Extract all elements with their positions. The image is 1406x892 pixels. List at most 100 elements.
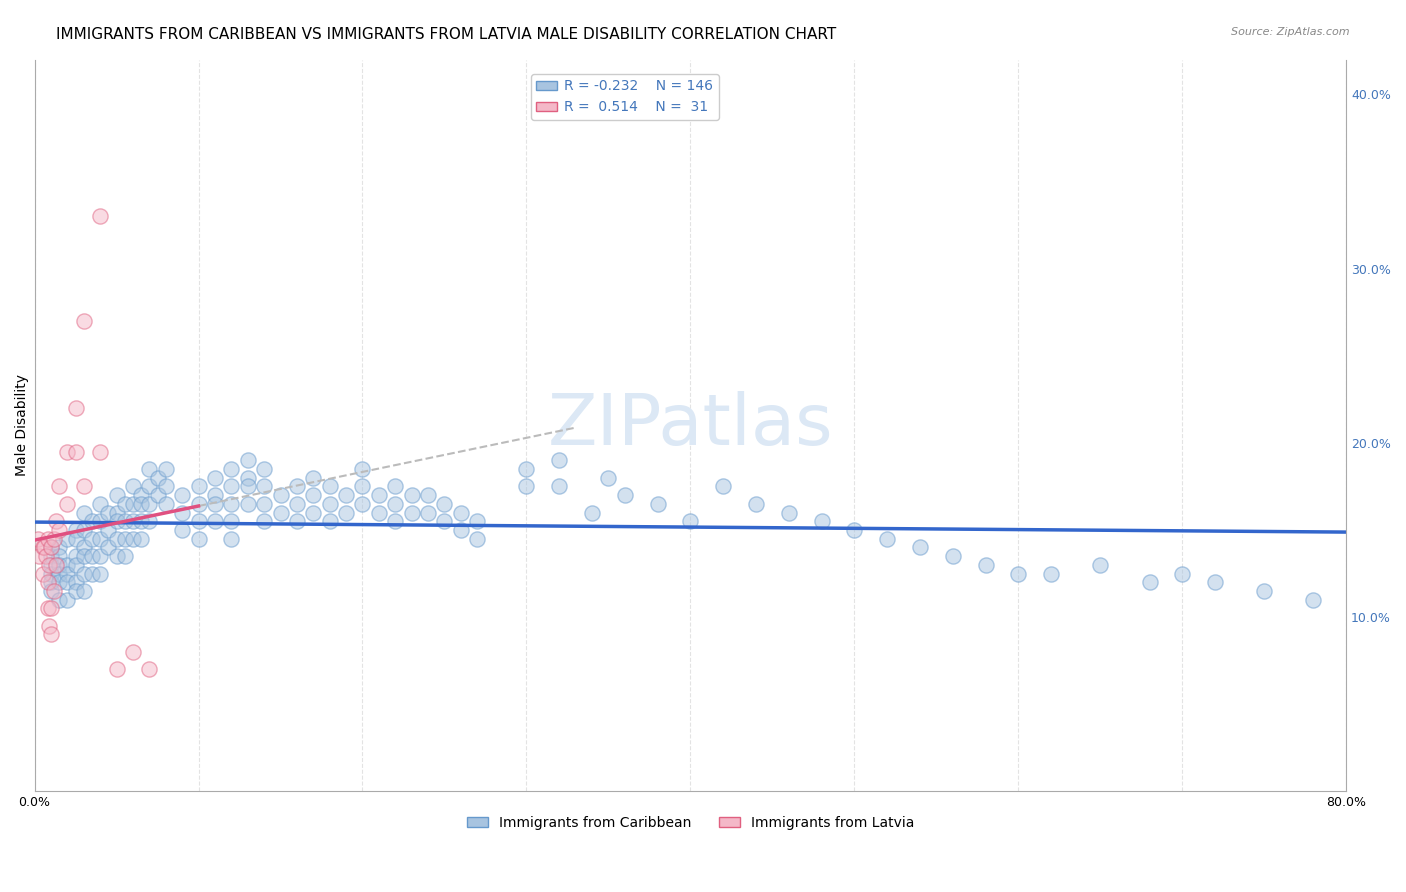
Point [105,488,128,502]
Point [37,575,59,590]
Point [129,514,152,528]
Point [105,549,128,563]
Point [367,488,389,502]
Point [39,541,62,555]
Point [97,506,120,520]
Point [204,514,226,528]
Point [204,497,226,511]
Point [416,506,439,520]
Point [39,566,62,581]
Point [56,532,79,546]
Point [236,453,259,467]
Point [253,479,276,493]
Point [236,479,259,493]
Point [89,444,111,458]
Y-axis label: Male Disability: Male Disability [15,375,30,476]
Point [73,479,96,493]
Point [844,523,866,537]
Point [318,479,340,493]
Point [73,523,96,537]
Point [221,514,243,528]
Point [138,479,160,493]
Point [450,506,472,520]
Point [138,497,160,511]
Point [1007,566,1029,581]
Point [31,566,53,581]
Point [129,532,152,546]
Point [146,488,169,502]
Point [598,471,620,485]
Point [39,558,62,572]
Point [39,575,62,590]
Point [302,488,325,502]
Point [114,532,136,546]
Point [56,444,79,458]
Point [433,497,456,511]
Point [65,532,87,546]
Point [647,497,669,511]
Point [48,541,70,555]
Point [155,497,177,511]
Point [37,601,59,615]
Point [1139,575,1161,590]
Point [114,549,136,563]
Point [80,566,103,581]
Text: Source: ZipAtlas.com: Source: ZipAtlas.com [1232,27,1350,37]
Point [465,532,488,546]
Point [335,506,357,520]
Point [80,514,103,528]
Point [38,558,60,572]
Point [285,479,308,493]
Point [28,549,51,563]
Point [876,532,898,546]
Point [352,479,374,493]
Point [73,314,96,328]
Point [908,541,931,555]
Point [39,627,62,641]
Point [1090,558,1112,572]
Point [48,566,70,581]
Point [613,488,636,502]
Point [974,558,997,572]
Point [122,479,145,493]
Point [515,479,537,493]
Point [548,479,571,493]
Point [367,506,389,520]
Point [48,592,70,607]
Point [39,601,62,615]
Point [39,541,62,555]
Point [45,558,67,572]
Point [89,210,111,224]
Point [745,497,768,511]
Point [450,523,472,537]
Point [73,506,96,520]
Point [187,497,209,511]
Point [129,497,152,511]
Point [138,514,160,528]
Point [105,662,128,676]
Point [39,583,62,598]
Point [236,497,259,511]
Point [711,479,734,493]
Point [384,497,406,511]
Point [253,497,276,511]
Point [187,532,209,546]
Point [48,479,70,493]
Point [942,549,965,563]
Point [384,479,406,493]
Text: IMMIGRANTS FROM CARIBBEAN VS IMMIGRANTS FROM LATVIA MALE DISABILITY CORRELATION : IMMIGRANTS FROM CARIBBEAN VS IMMIGRANTS … [56,27,837,42]
Point [48,575,70,590]
Point [352,462,374,476]
Point [253,514,276,528]
Point [384,514,406,528]
Point [187,514,209,528]
Point [73,549,96,563]
Point [155,479,177,493]
Point [122,532,145,546]
Point [122,514,145,528]
Point [35,549,58,563]
Point [778,506,800,520]
Point [146,471,169,485]
Point [221,497,243,511]
Point [65,401,87,415]
